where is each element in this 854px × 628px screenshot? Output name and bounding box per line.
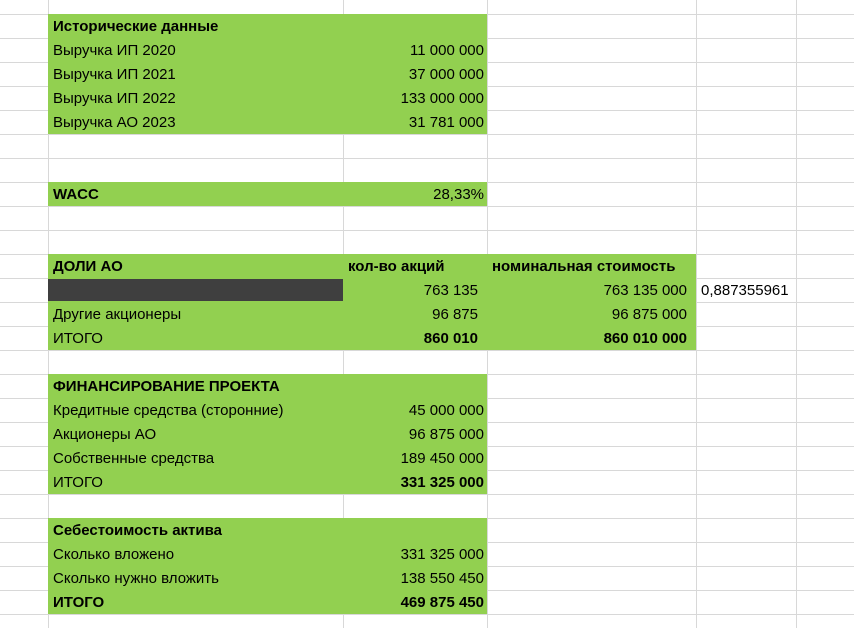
shares-row-nominal[interactable]: 763 135 000 (603, 282, 687, 299)
asset-cost-title[interactable]: Себестоимость актива (53, 522, 222, 539)
financing-block-fill (48, 374, 487, 494)
shares-total-count[interactable]: 860 010 (423, 330, 478, 347)
share-ratio-value[interactable]: 0,887355961 (701, 282, 789, 299)
shares-row-count[interactable]: 96 875 (432, 306, 478, 323)
historical-row-value[interactable]: 31 781 000 (408, 114, 484, 131)
wacc-block-fill (48, 182, 487, 206)
financing-row-value[interactable]: 96 875 000 (408, 426, 484, 443)
redacted-shareholder-name (48, 279, 343, 301)
historical-block-fill (48, 14, 487, 134)
shares-col-header[interactable]: кол-во акций (348, 258, 445, 275)
asset-cost-row-label[interactable]: Сколько нужно вложить (53, 570, 219, 587)
financing-row-label[interactable]: Кредитные средства (сторонние) (53, 402, 284, 419)
asset-cost-row-label[interactable]: Сколько вложено (53, 546, 175, 563)
shares-row-label[interactable] (53, 279, 333, 303)
financing-total-label[interactable]: ИТОГО (53, 474, 103, 491)
historical-row-label[interactable]: Выручка ИП 2020 (53, 42, 176, 59)
asset-cost-total-value[interactable]: 469 875 450 (400, 594, 484, 611)
historical-row-value[interactable]: 11 000 000 (410, 42, 484, 59)
historical-row-label[interactable]: Выручка АО 2023 (53, 114, 176, 131)
financing-row-label[interactable]: Акционеры АО (53, 426, 157, 443)
historical-row-label[interactable]: Выручка ИП 2021 (53, 66, 176, 83)
historical-title[interactable]: Исторические данные (53, 18, 219, 35)
shares-block-fill (48, 254, 696, 350)
nominal-col-header[interactable]: номинальная стоимость (492, 258, 676, 275)
financing-total-value[interactable]: 331 325 000 (400, 474, 484, 491)
asset-cost-block-fill (48, 518, 487, 614)
financing-row-label[interactable]: Собственные средства (53, 450, 215, 467)
financing-row-value[interactable]: 189 450 000 (400, 450, 484, 467)
shares-total-label[interactable]: ИТОГО (53, 330, 103, 347)
historical-row-value[interactable]: 37 000 000 (408, 66, 484, 83)
shares-row-count[interactable]: 763 135 (423, 282, 478, 299)
historical-row-label[interactable]: Выручка ИП 2022 (53, 90, 176, 107)
shares-title[interactable]: ДОЛИ АО (53, 258, 123, 275)
asset-cost-row-value[interactable]: 138 550 450 (400, 570, 484, 587)
financing-row-value[interactable]: 45 000 000 (408, 402, 484, 419)
historical-row-value[interactable]: 133 000 000 (400, 90, 484, 107)
shares-row-nominal[interactable]: 96 875 000 (611, 306, 687, 323)
wacc-value[interactable]: 28,33% (433, 186, 484, 203)
financing-title[interactable]: ФИНАНСИРОВАНИЕ ПРОЕКТА (53, 378, 280, 395)
shares-total-nominal[interactable]: 860 010 000 (603, 330, 687, 347)
asset-cost-total-label[interactable]: ИТОГО (53, 594, 105, 611)
shares-row-label[interactable]: Другие акционеры (53, 306, 182, 323)
asset-cost-row-value[interactable]: 331 325 000 (400, 546, 484, 563)
wacc-label[interactable]: WACC (53, 186, 99, 203)
